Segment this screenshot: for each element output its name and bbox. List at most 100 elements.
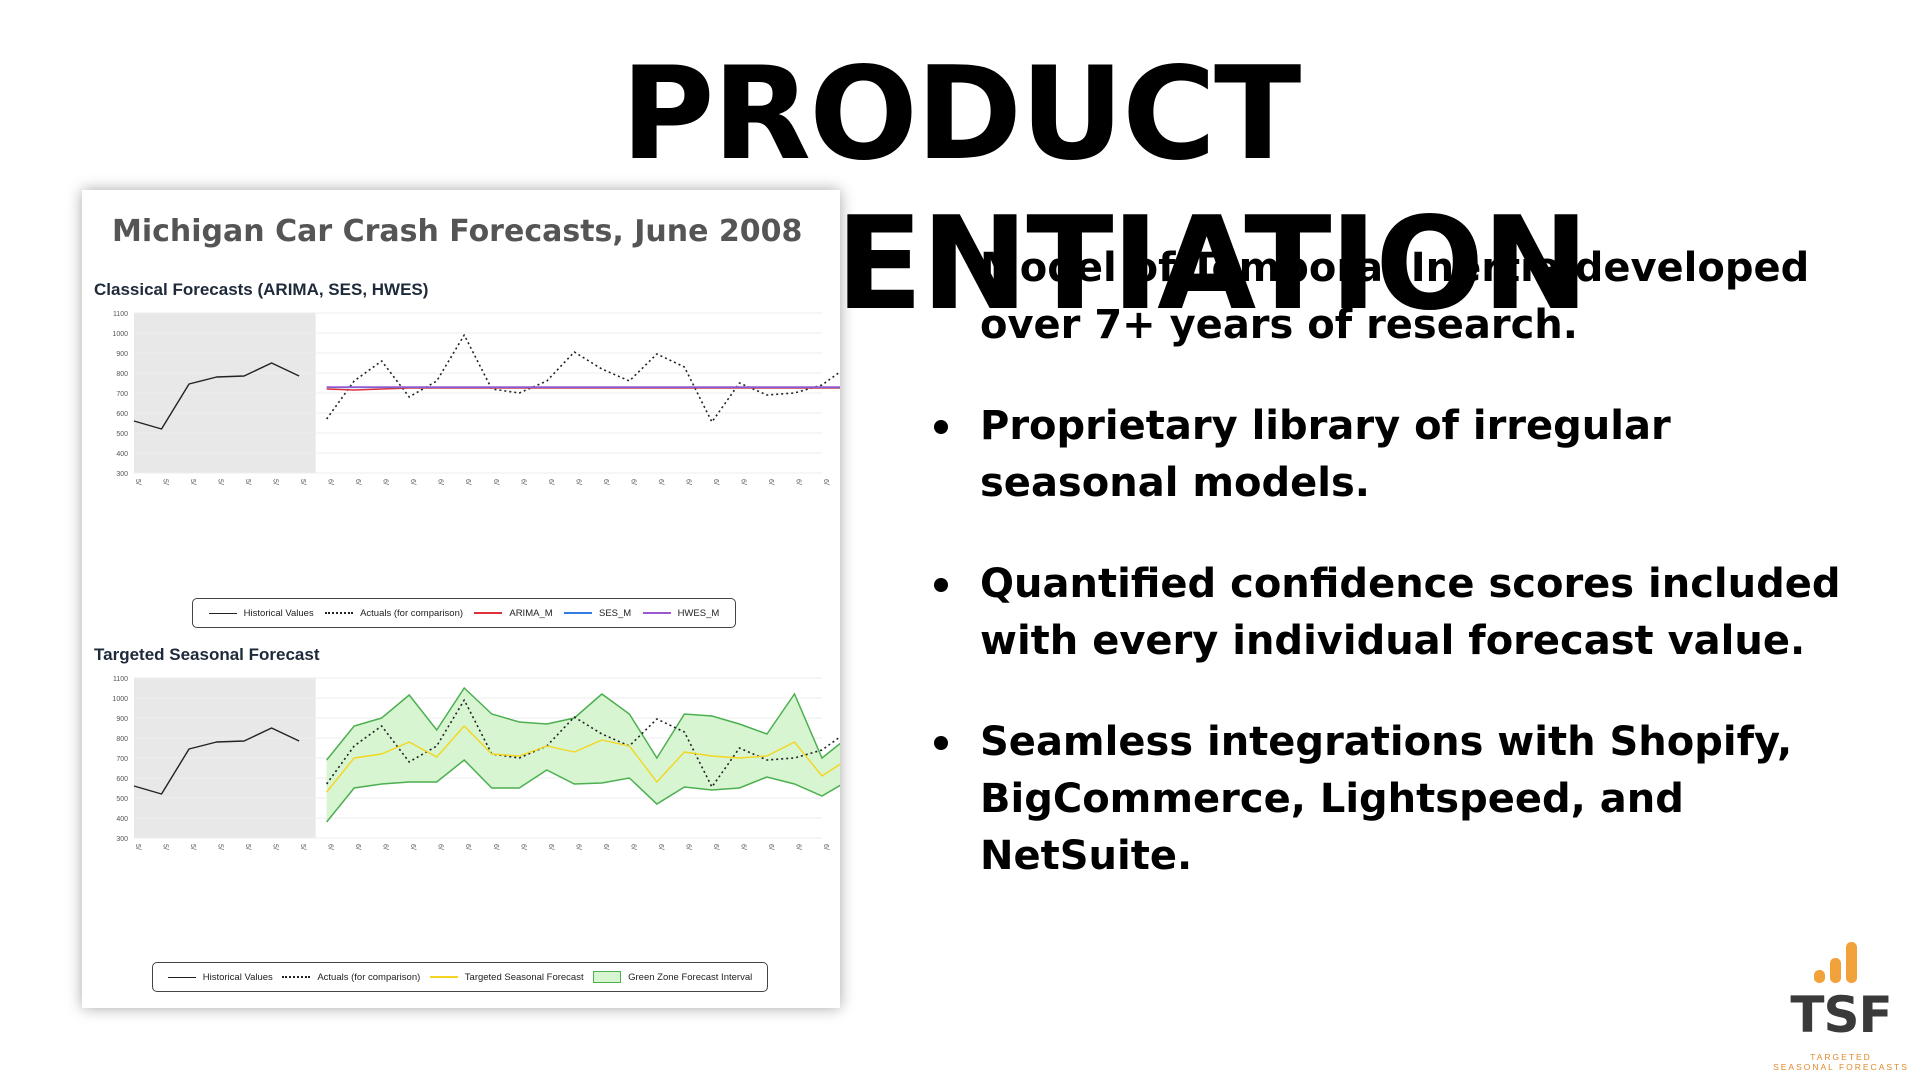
y-tick-label: 300 <box>116 836 128 843</box>
x-tick-label: 6/7/08 <box>492 479 499 485</box>
logo-text: TSF <box>1790 986 1892 1044</box>
x-tick-label: 6/4/08 <box>409 479 416 485</box>
bullet-item: Quantified confidence scores included wi… <box>930 556 1860 670</box>
green-zone-upper-line <box>326 686 840 761</box>
x-tick-label: 5/29/08 <box>244 844 251 850</box>
card-title: Michigan Car Crash Forecasts, June 2008 <box>112 214 803 249</box>
legend-actuals: Actuals (for comparison) <box>282 972 420 983</box>
green-zone-band <box>326 688 840 822</box>
bullet-dot-icon <box>934 578 948 592</box>
y-tick-label: 1100 <box>113 676 128 683</box>
bullet-list: Model of Temporal Inertia developed over… <box>930 240 1860 929</box>
bullet-item: Model of Temporal Inertia developed over… <box>930 240 1860 354</box>
legend-historical: Historical Values <box>167 972 273 983</box>
x-tick-label: 6/9/08 <box>547 479 554 485</box>
legend-actuals: Actuals (for comparison) <box>325 608 463 619</box>
x-tick-label: 5/28/08 <box>217 479 224 485</box>
legend-green-zone: Green Zone Forecast Interval <box>593 971 752 983</box>
x-tick-label: 6/14/08 <box>684 479 691 485</box>
actuals-for-comparison-line <box>325 699 840 788</box>
chart-card: Michigan Car Crash Forecasts, June 2008 … <box>82 190 840 1008</box>
x-tick-label: 5/31/08 <box>299 479 306 485</box>
x-tick-label: 6/3/08 <box>382 479 389 485</box>
x-tick-label: 6/18/08 <box>794 479 801 485</box>
x-tick-label: 6/10/08 <box>574 479 581 485</box>
x-tick-label: 6/6/08 <box>464 844 471 850</box>
x-tick-label: 6/4/08 <box>409 844 416 850</box>
x-tick-label: 6/5/08 <box>437 844 444 850</box>
x-tick-label: 5/27/08 <box>189 479 196 485</box>
x-tick-label: 6/15/08 <box>712 844 719 850</box>
bullet-dot-icon <box>934 262 948 276</box>
y-tick-label: 400 <box>116 451 128 458</box>
x-tick-label: 6/8/08 <box>519 479 526 485</box>
x-tick-label: 6/12/08 <box>629 844 636 850</box>
x-tick-label: 6/11/08 <box>602 479 609 485</box>
classical-legend: Historical Values Actuals (for compariso… <box>192 598 736 628</box>
y-tick-label: 600 <box>116 776 128 783</box>
x-tick-label: 6/16/08 <box>739 844 746 850</box>
targeted-chart-title: Targeted Seasonal Forecast <box>94 645 320 664</box>
y-tick-label: 700 <box>116 756 128 763</box>
historical-values-line <box>133 362 300 430</box>
x-tick-label: 5/28/08 <box>217 844 224 850</box>
x-tick-label: 5/26/08 <box>162 479 169 485</box>
x-tick-label: 6/2/08 <box>354 479 361 485</box>
x-tick-label: 6/17/08 <box>767 844 774 850</box>
x-tick-label: 6/12/08 <box>629 479 636 485</box>
legend-historical: Historical Values <box>208 608 314 619</box>
targeted-legend: Historical Values Actuals (for compariso… <box>152 962 768 992</box>
x-tick-label: 6/1/08 <box>327 479 334 485</box>
bullet-dot-icon <box>934 736 948 750</box>
legend-hwes: HWES_M <box>642 608 719 619</box>
x-tick-label: 6/5/08 <box>437 479 444 485</box>
x-tick-label: 6/18/08 <box>794 844 801 850</box>
y-tick-label: 800 <box>116 736 128 743</box>
x-tick-label: 5/30/08 <box>272 479 279 485</box>
y-tick-label: 1100 <box>113 311 128 318</box>
x-tick-label: 6/2/08 <box>354 844 361 850</box>
bullet-dot-icon <box>934 420 948 434</box>
y-tick-label: 700 <box>116 391 128 398</box>
classical-forecast-chart: 300 400 500 600 700 800 900 1000 1100 5/25/08 5/26… <box>112 311 840 485</box>
x-tick-label: 5/26/08 <box>162 844 169 850</box>
x-tick-label: 5/25/08 <box>134 479 141 485</box>
x-tick-label: 6/19/08 <box>822 479 829 485</box>
x-tick-label: 5/25/08 <box>134 844 141 850</box>
x-tick-label: 6/6/08 <box>464 479 471 485</box>
legend-ses: SES_M <box>564 608 631 619</box>
bullet-item: Proprietary library of irregular seasona… <box>930 398 1860 512</box>
y-tick-label: 400 <box>116 816 128 823</box>
x-tick-label: 6/16/08 <box>739 479 746 485</box>
logo-subtitle: TARGETED SEASONAL FORECASTS <box>1773 1052 1909 1072</box>
legend-targeted: Targeted Seasonal Forecast <box>429 972 584 983</box>
y-tick-label: 1000 <box>112 331 128 338</box>
y-tick-label: 1000 <box>112 696 128 703</box>
x-tick-label: 6/10/08 <box>574 844 581 850</box>
classical-chart-title: Classical Forecasts (ARIMA, SES, HWES) <box>94 280 429 299</box>
y-tick-label: 300 <box>116 471 128 478</box>
bullet-item: Seamless integrations with Shopify, BigC… <box>930 714 1860 885</box>
x-tick-label: 6/19/08 <box>822 844 829 850</box>
legend-arima: ARIMA_M <box>474 608 553 619</box>
y-tick-label: 900 <box>116 351 128 358</box>
tsf-logo: TSF TARGETED SEASONAL FORECASTS <box>1766 940 1916 1075</box>
green-zone-lower-line <box>326 758 840 823</box>
y-tick-label: 600 <box>116 411 128 418</box>
x-tick-label: 6/1/08 <box>327 844 334 850</box>
historical-values-line <box>133 727 300 795</box>
x-tick-label: 6/3/08 <box>382 844 389 850</box>
targeted-forecast-chart: 300 400 500 600 700 800 900 1000 1100 5/25/08 5/26… <box>112 676 840 850</box>
x-tick-label: 5/29/08 <box>244 479 251 485</box>
y-tick-label: 500 <box>116 431 128 438</box>
actuals-for-comparison-line <box>325 334 840 423</box>
y-tick-label: 800 <box>116 371 128 378</box>
x-tick-label: 6/7/08 <box>492 844 499 850</box>
x-tick-label: 6/17/08 <box>767 479 774 485</box>
x-tick-label: 6/11/08 <box>602 844 609 850</box>
x-tick-label: 6/15/08 <box>712 479 719 485</box>
x-tick-label: 6/9/08 <box>547 844 554 850</box>
x-tick-label: 6/8/08 <box>519 844 526 850</box>
x-tick-label: 6/13/08 <box>657 844 664 850</box>
y-tick-label: 500 <box>116 796 128 803</box>
